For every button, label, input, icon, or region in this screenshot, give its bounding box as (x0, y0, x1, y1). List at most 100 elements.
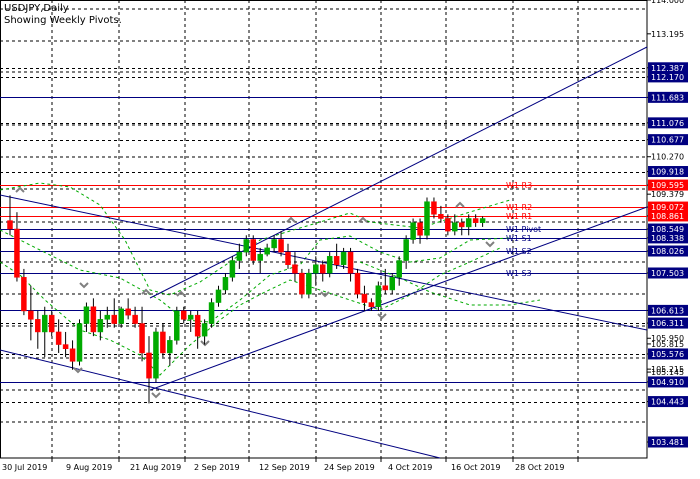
bearish-candle (382, 285, 389, 291)
price-label-box (648, 348, 688, 360)
bearish-candle (132, 314, 138, 324)
bullish-candle (306, 272, 312, 295)
bullish-candle (187, 314, 194, 320)
price-tick-label: 109.595 (651, 181, 684, 190)
bearish-candle (181, 310, 187, 320)
price-tick-label: 105.215 (651, 365, 684, 374)
bearish-candle (438, 214, 444, 219)
price-label-box (648, 201, 688, 213)
bullish-candle (479, 218, 486, 223)
bullish-candle (201, 323, 208, 337)
envelope-curve (0, 182, 511, 296)
bearish-candle (111, 314, 117, 324)
time-tick-label: 30 Jul 2019 (2, 463, 47, 472)
bullish-candle (410, 222, 416, 240)
pivot-label: W1 S1 (506, 234, 532, 243)
price-label-box (648, 376, 688, 388)
chart-subtitle: Showing Weekly Pivots. (4, 15, 122, 26)
bearish-candle (28, 310, 34, 320)
time-tick-label: 2 Sep 2019 (194, 463, 240, 472)
channel-line (0, 194, 648, 331)
bullish-candle (104, 314, 111, 320)
bullish-candle (174, 310, 180, 341)
price-label-box (648, 166, 688, 178)
bearish-candle (7, 220, 13, 230)
price-label-box (648, 134, 688, 146)
price-tick-label: 107.503 (651, 269, 684, 278)
fractal-up-arrow (455, 201, 465, 208)
bearish-candle (55, 331, 62, 345)
chart-symbol-title: USDJPY,Daily (4, 3, 69, 14)
fractal-down-arrow (200, 340, 210, 347)
price-label-box (648, 267, 688, 279)
bearish-candle (472, 218, 479, 223)
bearish-candle (285, 251, 291, 265)
price-tick-label: 110.677 (651, 136, 684, 145)
bearish-candle (250, 239, 256, 261)
time-tick-label: 9 Aug 2019 (66, 463, 112, 472)
bullish-candle (271, 239, 277, 249)
price-label-box (648, 71, 688, 83)
price-tick-label: 114.000 (651, 0, 684, 5)
bearish-candle (48, 314, 55, 333)
price-tick-label: 109.072 (651, 203, 684, 212)
bearish-candle (417, 222, 423, 236)
channel-line (0, 349, 441, 459)
price-tick-label: 105.145 (651, 368, 684, 377)
price-tick-label: 106.613 (651, 306, 684, 315)
price-label-box (648, 232, 688, 244)
price-label-box (648, 317, 688, 329)
bearish-candle (320, 264, 326, 274)
price-label-box (648, 436, 688, 448)
bullish-candle (452, 222, 458, 232)
bullish-candle (264, 247, 270, 255)
bearish-candle (445, 218, 451, 232)
bearish-candle (431, 201, 437, 215)
pivot-label: W1 S2 (506, 247, 532, 256)
bearish-candle (21, 277, 27, 312)
bullish-candle (236, 251, 243, 261)
fractal-up-arrow (358, 216, 368, 223)
bearish-candle (62, 344, 69, 350)
bearish-candle (361, 293, 368, 303)
bullish-candle (257, 253, 263, 261)
price-label-box (648, 117, 688, 129)
bearish-candle (333, 256, 340, 265)
fractal-up-arrow (141, 288, 151, 295)
bearish-candle (139, 323, 145, 354)
channel-line (149, 46, 648, 299)
fractal-down-arrow (151, 392, 161, 399)
bullish-candle (76, 323, 83, 362)
pivot-label: W1 R1 (506, 212, 532, 221)
channel-line (149, 206, 648, 391)
price-tick-label: 105.815 (651, 340, 684, 349)
bearish-candle (69, 348, 76, 362)
bullish-candle (375, 285, 382, 307)
bullish-candle (389, 277, 395, 291)
bullish-candle (208, 302, 215, 324)
bearish-candle (354, 272, 361, 295)
fractal-up-arrow (286, 216, 296, 223)
bullish-candle (465, 218, 472, 228)
price-tick-label: 104.910 (651, 378, 684, 387)
bullish-candle (97, 319, 104, 333)
bullish-candle (42, 314, 48, 333)
price-tick-label: 108.861 (651, 212, 684, 221)
time-tick-label: 24 Sep 2019 (324, 463, 375, 472)
bearish-candle (160, 331, 166, 354)
price-tick-label: 104.443 (651, 398, 684, 407)
fractal-up-arrow (176, 290, 186, 297)
fractal-down-arrow (73, 367, 83, 374)
price-tick-label: 111.683 (651, 93, 684, 102)
pivot-label: W1 Pivot (506, 225, 541, 234)
bullish-candle (396, 260, 402, 278)
price-tick-label: 113.195 (651, 30, 684, 39)
price-label-box (648, 91, 688, 103)
fractal-down-arrow (377, 313, 387, 320)
envelope-curve (359, 261, 541, 306)
price-tick-label: 112.170 (651, 73, 684, 82)
bullish-candle (153, 331, 159, 379)
bullish-candle (118, 308, 124, 324)
envelope-curve (0, 229, 511, 323)
price-tick-label: 105.950 (651, 334, 684, 343)
